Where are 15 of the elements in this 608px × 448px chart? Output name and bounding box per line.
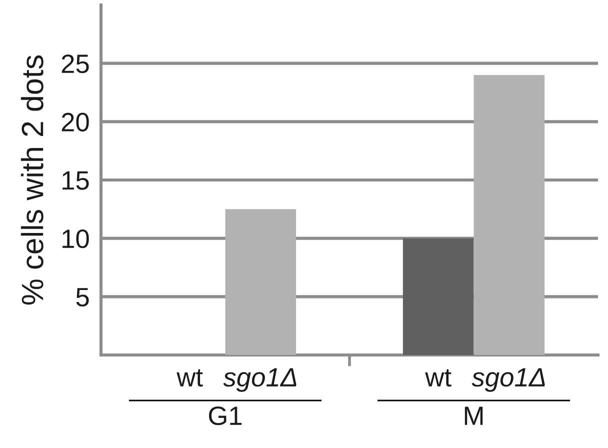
bar <box>225 209 296 355</box>
text: wt <box>176 369 203 387</box>
y-tick-label: 25 <box>62 54 89 74</box>
y-tick-label: 10 <box>62 229 89 248</box>
series-label: sgo1Δ <box>472 368 545 392</box>
bar <box>402 238 474 355</box>
x-tick-label: G1 <box>208 406 242 426</box>
text: sgo1Δ <box>223 368 296 392</box>
y-tick-label: 5 <box>76 288 89 306</box>
y-axis-title: % cells with 2 dots <box>20 55 44 305</box>
series-label: wt <box>425 369 452 387</box>
bar <box>474 75 545 355</box>
y-tick-label: 15 <box>62 171 89 190</box>
x-tick-label: M <box>464 406 483 425</box>
y-tick-label: 20 <box>62 112 89 132</box>
